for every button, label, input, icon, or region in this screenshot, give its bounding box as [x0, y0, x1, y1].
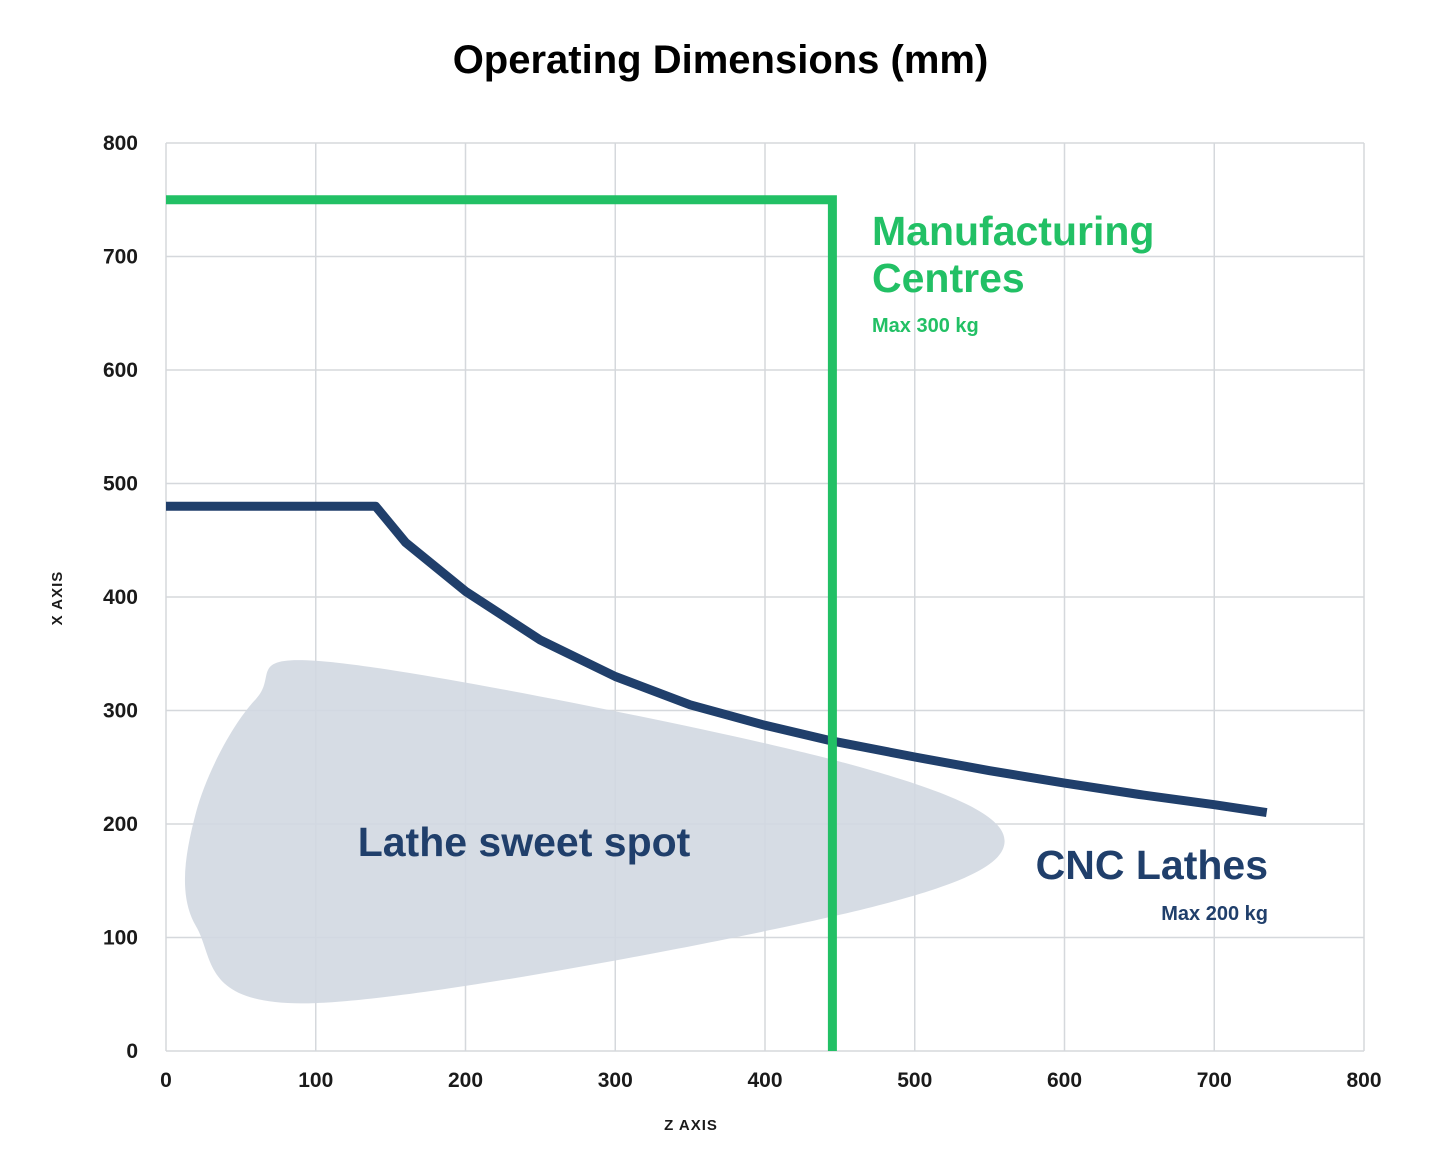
x-tick-label-0: 0: [160, 1069, 172, 1092]
y-tick-label-700: 700: [103, 246, 138, 269]
y-tick-label-300: 300: [103, 700, 138, 723]
y-tick-label-800: 800: [103, 132, 138, 155]
grid: [165, 142, 1365, 1052]
series-line-cnc-lathes: [166, 501, 1268, 818]
x-tick-label-100: 100: [298, 1069, 333, 1092]
tick-labels: 0 100 200 300 400 500 600 700 800 0 100 200 300 400 50…: [103, 132, 1382, 1092]
x-tick-label-400: 400: [747, 1069, 782, 1092]
x-tick-label-200: 200: [448, 1069, 483, 1092]
series-line-manufacturing-centres: [166, 195, 837, 1051]
y-tick-label-200: 200: [103, 813, 138, 836]
manufacturing-centres-title-line1: Manufacturing: [872, 208, 1154, 254]
manufacturing-centres-weight: Max 300 kg: [872, 315, 979, 337]
cnc-lathes-weight: Max 200 kg: [1161, 903, 1268, 925]
x-axis-label: Z AXIS: [664, 1117, 718, 1134]
y-tick-label-0: 0: [126, 1040, 138, 1063]
y-tick-label-500: 500: [103, 473, 138, 496]
y-tick-label-400: 400: [103, 586, 138, 609]
x-tick-label-700: 700: [1197, 1069, 1232, 1092]
x-tick-label-600: 600: [1047, 1069, 1082, 1092]
x-tick-label-500: 500: [897, 1069, 932, 1092]
manufacturing-centres-title-line2: Centres: [872, 255, 1025, 301]
series-layer: [166, 195, 1268, 1051]
y-tick-label-100: 100: [103, 927, 138, 950]
chart-title: Operating Dimensions (mm): [452, 38, 989, 82]
sweet-spot-region-layer: [184, 660, 1005, 1004]
cnc-lathes-title: CNC Lathes: [1036, 842, 1268, 888]
x-tick-label-800: 800: [1346, 1069, 1381, 1092]
sweet-spot-label: Lathe sweet spot: [358, 819, 691, 865]
sweet-spot-region: [184, 660, 1005, 1004]
y-axis-label: X AXIS: [49, 571, 66, 626]
y-tick-label-600: 600: [103, 359, 138, 382]
x-tick-label-300: 300: [598, 1069, 633, 1092]
